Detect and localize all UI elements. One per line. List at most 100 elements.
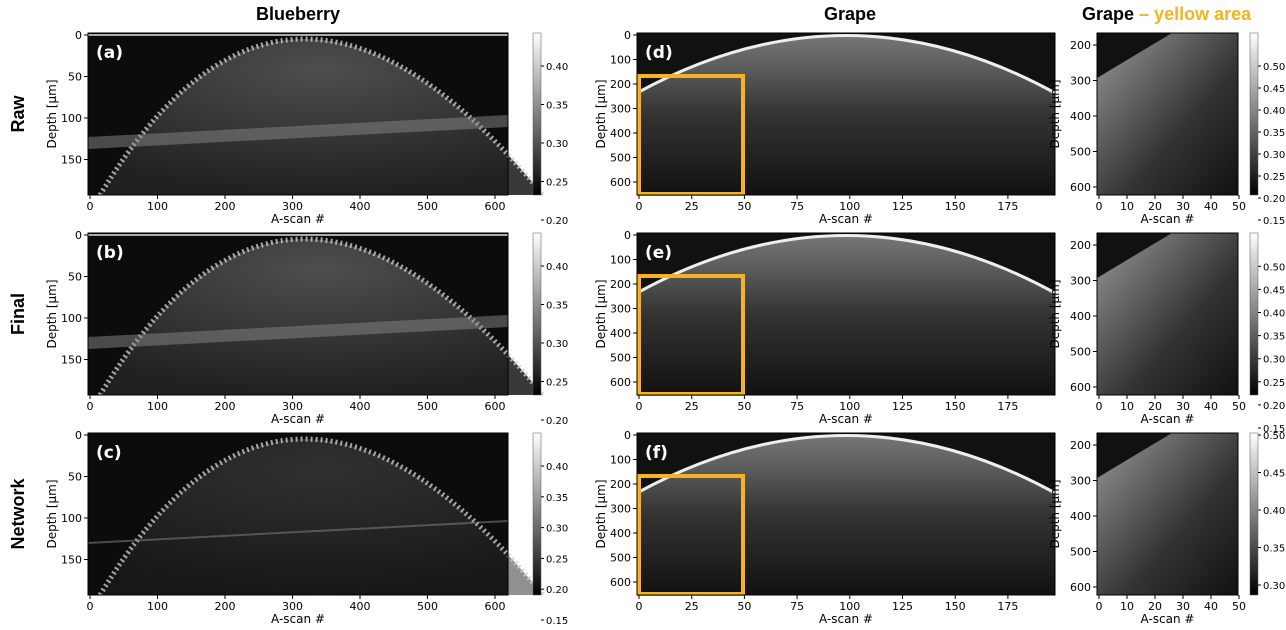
colorbar-tick-label: 0.40 — [546, 62, 568, 73]
x-tick-label: 150 — [945, 400, 966, 413]
x-tick-label: 100 — [147, 200, 168, 213]
x-axis-label: A-scan # — [819, 412, 873, 426]
x-tick-label: 150 — [945, 600, 966, 613]
panel-label: (c) — [96, 443, 122, 463]
y-tick-label: 200 — [1070, 439, 1091, 452]
y-tick-label: 600 — [1070, 581, 1091, 594]
y-axis-label: Depth [μm] — [1048, 79, 1062, 148]
y-tick-label: 0 — [75, 429, 82, 442]
colorbar-tick-label: 0.50 — [1263, 262, 1285, 273]
panel-label: (d) — [645, 43, 673, 63]
y-tick-label: 400 — [610, 327, 631, 340]
x-tick-label: 0 — [636, 200, 643, 213]
y-axis-label: Depth [μm] — [594, 479, 608, 548]
x-tick-label: 50 — [737, 200, 751, 213]
x-tick-label: 50 — [1232, 400, 1246, 413]
colorbar-tick-label: 0.15 — [1263, 216, 1285, 227]
colorbar-tick-label: 0.25 — [546, 378, 568, 389]
x-tick-label: 500 — [417, 600, 438, 613]
y-tick-label: 0 — [75, 229, 82, 242]
x-tick-label: 25 — [685, 200, 699, 213]
x-axis-label: A-scan # — [271, 612, 325, 626]
y-tick-label: 600 — [610, 176, 631, 189]
x-tick-label: 50 — [1232, 200, 1246, 213]
panel: 01020304050200300400500600A-scan #Depth … — [1048, 33, 1285, 227]
colorbar-tick-label: 0.50 — [1263, 62, 1285, 73]
y-tick-label: 500 — [610, 352, 631, 365]
y-tick-label: 300 — [610, 103, 631, 116]
x-tick-label: 100 — [147, 600, 168, 613]
colorbar-tick-label: 0.25 — [546, 554, 568, 565]
y-tick-label: 50 — [68, 471, 82, 484]
x-tick-label: 125 — [892, 600, 913, 613]
y-tick-label: 200 — [610, 78, 631, 91]
x-tick-label: 600 — [485, 600, 506, 613]
y-tick-label: 500 — [1070, 546, 1091, 559]
x-axis-label: A-scan # — [819, 612, 873, 626]
column-title: Grape — [1082, 4, 1134, 24]
x-tick-label: 600 — [485, 200, 506, 213]
x-tick-label: 0 — [87, 200, 94, 213]
y-tick-label: 300 — [610, 303, 631, 316]
panel-label: (b) — [96, 243, 124, 263]
colorbar-tick-label: 0.20 — [546, 216, 568, 227]
x-tick-label: 10 — [1120, 400, 1134, 413]
x-tick-label: 50 — [737, 600, 751, 613]
y-axis-label: Depth [μm] — [1048, 479, 1062, 548]
colorbar — [533, 433, 541, 595]
y-tick-label: 100 — [61, 112, 82, 125]
x-tick-label: 75 — [790, 600, 804, 613]
x-tick-label: 25 — [685, 600, 699, 613]
colorbar-tick-label: 0.20 — [546, 585, 568, 596]
y-axis-label: Depth [μm] — [45, 279, 59, 348]
y-tick-label: 300 — [1070, 275, 1091, 288]
y-tick-label: 300 — [1070, 475, 1091, 488]
y-tick-label: 0 — [624, 29, 631, 42]
y-tick-label: 0 — [624, 229, 631, 242]
y-tick-label: 50 — [68, 71, 82, 84]
colorbar-tick-label: 0.35 — [546, 301, 568, 312]
x-axis-label: A-scan # — [1141, 612, 1195, 626]
colorbar-tick-label: 0.30 — [1263, 581, 1285, 592]
x-axis-label: A-scan # — [271, 412, 325, 426]
y-tick-label: 300 — [610, 503, 631, 516]
y-tick-label: 100 — [610, 54, 631, 67]
x-tick-label: 0 — [1096, 200, 1103, 213]
x-tick-label: 125 — [892, 400, 913, 413]
y-tick-label: 150 — [61, 154, 82, 167]
y-tick-label: 300 — [1070, 75, 1091, 88]
y-tick-label: 0 — [75, 29, 82, 42]
y-tick-label: 600 — [1070, 181, 1091, 194]
x-tick-label: 10 — [1120, 600, 1134, 613]
y-tick-label: 100 — [61, 512, 82, 525]
x-tick-label: 400 — [350, 600, 371, 613]
y-tick-label: 600 — [610, 376, 631, 389]
x-tick-label: 500 — [417, 200, 438, 213]
y-tick-label: 0 — [624, 429, 631, 442]
colorbar-tick-label: 0.20 — [1263, 194, 1285, 205]
colorbar-tick-label: 0.40 — [546, 462, 568, 473]
colorbar-tick-label: 0.25 — [1263, 172, 1285, 183]
x-tick-label: 100 — [147, 400, 168, 413]
colorbar-tick-label: 0.35 — [1263, 128, 1285, 139]
y-tick-label: 500 — [1070, 346, 1091, 359]
x-tick-label: 75 — [790, 200, 804, 213]
row-label: Raw — [8, 94, 28, 132]
colorbar-tick-label: 0.30 — [546, 339, 568, 350]
x-tick-label: 200 — [215, 600, 236, 613]
y-tick-label: 400 — [610, 527, 631, 540]
colorbar-tick-label: 0.35 — [1263, 544, 1285, 555]
x-tick-label: 0 — [1096, 400, 1103, 413]
colorbar-tick-label: 0.40 — [1263, 506, 1285, 517]
x-tick-label: 175 — [997, 200, 1018, 213]
y-tick-label: 600 — [610, 576, 631, 589]
y-tick-label: 200 — [610, 478, 631, 491]
colorbar-tick-label: 0.25 — [546, 178, 568, 189]
colorbar-tick-label: 0.45 — [1263, 469, 1285, 480]
x-tick-label: 400 — [350, 200, 371, 213]
colorbar-tick-label: 0.20 — [1263, 401, 1285, 412]
